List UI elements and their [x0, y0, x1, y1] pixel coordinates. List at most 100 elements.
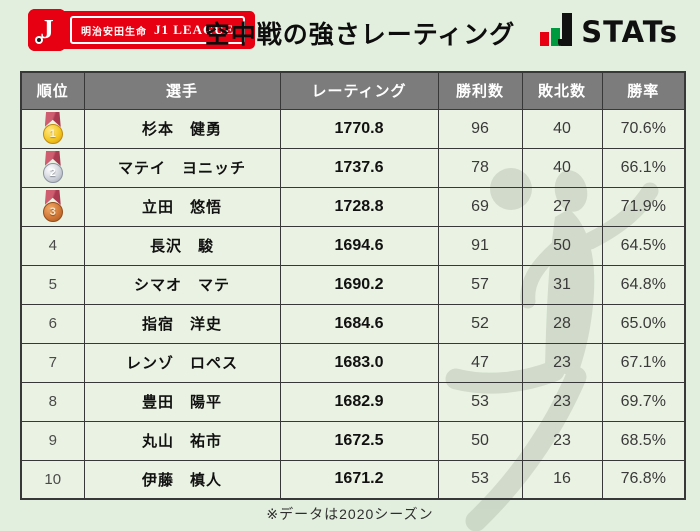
jleague-dot-icon — [35, 36, 43, 44]
table-row: 8 豊田 陽平 1682.9 53 23 69.7% — [20, 381, 686, 422]
league-sponsor-label: 明治安田生命 — [81, 26, 147, 38]
rank-cell: 8 — [20, 381, 85, 422]
wins-cell: 50 — [437, 420, 523, 461]
jleague-j-letter: J — [40, 13, 54, 44]
losses-cell: 27 — [521, 186, 603, 227]
win-rate-cell: 64.8% — [601, 264, 686, 305]
player-name-cell: 豊田 陽平 — [83, 381, 281, 422]
losses-cell: 23 — [521, 342, 603, 383]
medal-number: 2 — [42, 163, 63, 183]
wins-cell: 47 — [437, 342, 523, 383]
rank-cell: 6 — [20, 303, 85, 344]
player-name-cell: マテイ ヨニッチ — [83, 147, 281, 188]
wins-cell: 96 — [437, 108, 523, 149]
losses-cell: 40 — [521, 147, 603, 188]
player-name-cell: シマオ マテ — [83, 264, 281, 305]
wins-cell: 78 — [437, 147, 523, 188]
win-rate-cell: 68.5% — [601, 420, 686, 461]
rating-cell: 1728.8 — [279, 186, 439, 227]
win-rate-cell: 67.1% — [601, 342, 686, 383]
bar-red — [540, 32, 550, 46]
rank-cell: 3 — [20, 186, 85, 227]
medal-ribbon — [44, 112, 61, 127]
column-header-player: 選手 — [83, 71, 281, 110]
rating-cell: 1770.8 — [279, 108, 439, 149]
page-title: 空中戦の強さレーティング — [204, 21, 516, 49]
header-row: 順位 選手 レーティング 勝利数 敗北数 勝率 — [20, 71, 686, 110]
table-row: 4 長沢 駿 1694.6 91 50 64.5% — [20, 225, 686, 266]
bar-chart-icon — [540, 13, 573, 46]
rating-cell: 1682.9 — [279, 381, 439, 422]
medal-ribbon — [44, 151, 61, 166]
win-rate-cell: 66.1% — [601, 147, 686, 188]
wins-cell: 53 — [437, 459, 523, 500]
rank-cell: 10 — [20, 459, 85, 500]
table-row: 3 立田 悠悟 1728.8 69 27 71.9% — [20, 186, 686, 227]
win-rate-cell: 65.0% — [601, 303, 686, 344]
rank-cell: 5 — [20, 264, 85, 305]
jleague-text-box: 明治安田生命 J1 LEAGUE — [70, 16, 246, 44]
rank-cell: 2 — [20, 147, 85, 188]
losses-cell: 23 — [521, 381, 603, 422]
rating-cell: 1671.2 — [279, 459, 439, 500]
stats-logo: STATs — [540, 13, 678, 50]
rating-cell: 1672.5 — [279, 420, 439, 461]
bronze-medal-icon: 3 — [42, 190, 63, 223]
top-bar: J 明治安田生命 J1 LEAGUE 空中戦の強さレーティング STATs — [0, 0, 700, 62]
table-row: 6 指宿 洋史 1684.6 52 28 65.0% — [20, 303, 686, 344]
ranking-table-container: 順位 選手 レーティング 勝利数 敗北数 勝率 1 杉本 健勇 1770.8 96 40… — [20, 71, 686, 531]
win-rate-cell: 64.5% — [601, 225, 686, 266]
medal-number: 1 — [42, 124, 63, 144]
wins-cell: 52 — [437, 303, 523, 344]
rating-cell: 1683.0 — [279, 342, 439, 383]
losses-cell: 50 — [521, 225, 603, 266]
player-name-cell: 長沢 駿 — [83, 225, 281, 266]
wins-cell: 57 — [437, 264, 523, 305]
table-header: 順位 選手 レーティング 勝利数 敗北数 勝率 — [20, 71, 686, 110]
gold-medal-icon: 1 — [42, 112, 63, 145]
losses-cell: 16 — [521, 459, 603, 500]
bar-green — [551, 28, 561, 46]
player-name-cell: 丸山 祐市 — [83, 420, 281, 461]
table-row: 10 伊藤 槙人 1671.2 53 16 76.8% — [20, 459, 686, 500]
table-row: 5 シマオ マテ 1690.2 57 31 64.8% — [20, 264, 686, 305]
wins-cell: 53 — [437, 381, 523, 422]
bar-black — [558, 13, 573, 46]
league-tier-label: J1 LEAGUE — [154, 22, 235, 37]
win-rate-cell: 76.8% — [601, 459, 686, 500]
wins-cell: 91 — [437, 225, 523, 266]
rating-cell: 1684.6 — [279, 303, 439, 344]
table-row: 2 マテイ ヨニッチ 1737.6 78 40 66.1% — [20, 147, 686, 188]
rating-cell: 1737.6 — [279, 147, 439, 188]
rank-cell: 7 — [20, 342, 85, 383]
player-name-cell: レンゾ ロペス — [83, 342, 281, 383]
column-header-winrate: 勝率 — [601, 71, 686, 110]
player-name-cell: 伊藤 槙人 — [83, 459, 281, 500]
ranking-table: 順位 選手 レーティング 勝利数 敗北数 勝率 1 杉本 健勇 1770.8 96 40… — [20, 71, 686, 500]
medal-ribbon — [44, 190, 61, 205]
rank-cell: 4 — [20, 225, 85, 266]
column-header-rating: レーティング — [279, 71, 439, 110]
stats-wordmark: STATs — [581, 15, 678, 50]
player-name-cell: 立田 悠悟 — [83, 186, 281, 227]
win-rate-cell: 69.7% — [601, 381, 686, 422]
table-row: 1 杉本 健勇 1770.8 96 40 70.6% — [20, 108, 686, 149]
table-row: 7 レンゾ ロペス 1683.0 47 23 67.1% — [20, 342, 686, 383]
table-row: 9 丸山 祐市 1672.5 50 23 68.5% — [20, 420, 686, 461]
column-header-losses: 敗北数 — [521, 71, 603, 110]
player-name-cell: 杉本 健勇 — [83, 108, 281, 149]
table-body: 1 杉本 健勇 1770.8 96 40 70.6% 2 マテイ ヨニッチ 1737.6 78 40… — [20, 108, 686, 500]
column-header-rank: 順位 — [20, 71, 85, 110]
win-rate-cell: 70.6% — [601, 108, 686, 149]
data-season-note: ※データは2020シーズン — [266, 506, 434, 522]
j1-league-logo: J 明治安田生命 J1 LEAGUE — [28, 9, 256, 51]
medal-number: 3 — [42, 202, 63, 222]
losses-cell: 28 — [521, 303, 603, 344]
rank-cell: 1 — [20, 108, 85, 149]
losses-cell: 23 — [521, 420, 603, 461]
column-header-wins: 勝利数 — [437, 71, 523, 110]
jleague-badge-icon: J — [28, 9, 66, 51]
win-rate-cell: 71.9% — [601, 186, 686, 227]
losses-cell: 31 — [521, 264, 603, 305]
rating-cell: 1690.2 — [279, 264, 439, 305]
